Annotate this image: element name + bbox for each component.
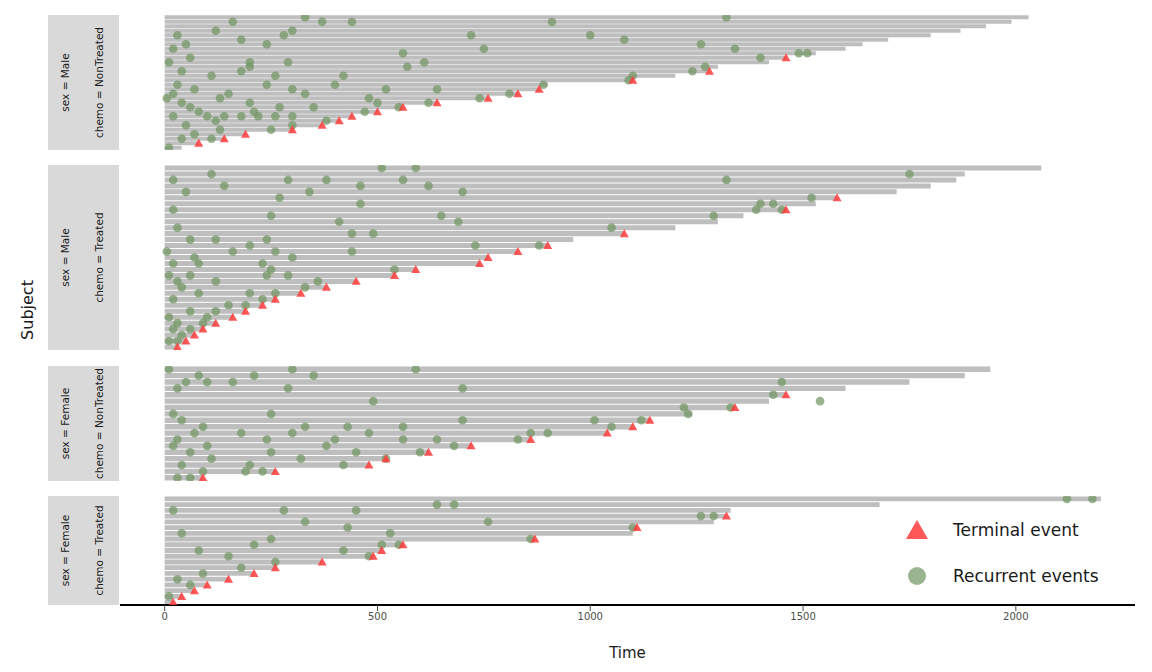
svg-text:sex = Female: sex = Female bbox=[59, 388, 71, 459]
html-text:Recurrent events: Recurrent events bbox=[953, 566, 1099, 586]
svg-text:sex = Male: sex = Male bbox=[59, 228, 71, 286]
svg-text:Time: Time bbox=[608, 644, 646, 660]
svg-text:sex = Female: sex = Female bbox=[59, 515, 71, 586]
svg-text:500: 500 bbox=[368, 611, 387, 622]
svg-text:2000: 2000 bbox=[1003, 611, 1028, 622]
svg-text:1500: 1500 bbox=[790, 611, 815, 622]
svg-text:chemo = Treated: chemo = Treated bbox=[93, 505, 105, 595]
html-text:Terminal event: Terminal event bbox=[953, 520, 1079, 540]
svg-text:chemo = NonTreated: chemo = NonTreated bbox=[93, 368, 105, 479]
svg-text:chemo = NonTreated: chemo = NonTreated bbox=[93, 27, 105, 138]
svg-text:0: 0 bbox=[161, 611, 167, 622]
svg-text:1000: 1000 bbox=[578, 611, 603, 622]
svg-text:chemo = Treated: chemo = Treated bbox=[93, 212, 105, 302]
svg-text:Subject: Subject bbox=[18, 280, 37, 340]
svg-text:sex = Male: sex = Male bbox=[59, 53, 71, 111]
